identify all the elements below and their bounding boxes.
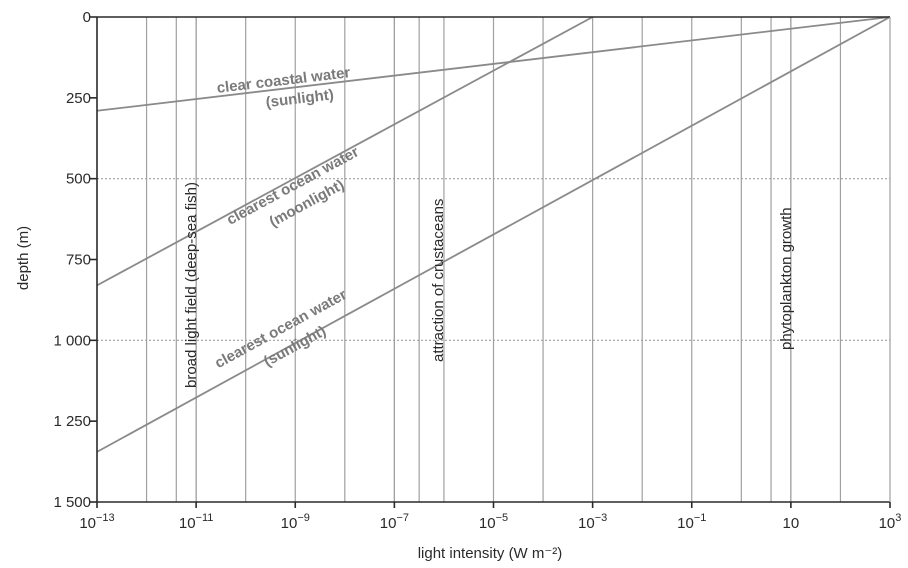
threshold-label: phytoplankton growth bbox=[778, 207, 795, 350]
x-tick-label: 10−3 bbox=[578, 512, 607, 532]
y-tick-label: 750 bbox=[66, 252, 91, 269]
y-axis-title: depth (m) bbox=[15, 226, 32, 290]
x-tick-base: 10 bbox=[677, 515, 694, 532]
x-tick-exponent: −7 bbox=[396, 512, 409, 524]
x-tick-base: 10 bbox=[578, 515, 595, 532]
series-label-group: clearest ocean water(sunlight) bbox=[212, 286, 350, 372]
x-tick-label: 10−7 bbox=[380, 512, 409, 532]
x-tick-label: 10−1 bbox=[677, 512, 706, 532]
x-tick-exponent: −1 bbox=[694, 512, 707, 524]
y-tick-label: 1 500 bbox=[53, 494, 91, 511]
x-tick-base: 10 bbox=[783, 515, 800, 532]
x-tick-exponent: 3 bbox=[895, 512, 901, 524]
x-tick-exponent: −11 bbox=[196, 512, 214, 524]
threshold-label: broad light field (deep-sea fish) bbox=[183, 182, 200, 388]
x-tick-exponent: −3 bbox=[595, 512, 608, 524]
x-tick-base: 10 bbox=[79, 515, 96, 532]
y-tick-label: 500 bbox=[66, 171, 91, 188]
x-tick-base: 10 bbox=[879, 515, 896, 532]
x-tick-base: 10 bbox=[380, 515, 397, 532]
series-line bbox=[96, 16, 891, 112]
x-axis-title: light intensity (W m⁻²) bbox=[418, 545, 563, 562]
x-tick-base: 10 bbox=[479, 515, 496, 532]
x-tick-base: 10 bbox=[281, 515, 298, 532]
threshold-layer bbox=[175, 17, 792, 502]
x-tick-label: 10−13 bbox=[79, 512, 114, 532]
threshold-label: attraction of crustaceans bbox=[430, 199, 447, 362]
y-tick-label: 1 250 bbox=[53, 413, 91, 430]
x-tick-label: 10 bbox=[783, 515, 800, 532]
y-tick-label: 0 bbox=[83, 9, 91, 26]
x-tick-label: 10−9 bbox=[281, 512, 310, 532]
x-tick-label: 10−11 bbox=[179, 512, 214, 532]
series-label-group: clear coastal water(sunlight) bbox=[216, 64, 351, 111]
x-tick-exponent: −5 bbox=[496, 512, 509, 524]
x-tick-exponent: −9 bbox=[297, 512, 310, 524]
y-tick-label: 250 bbox=[66, 90, 91, 107]
x-tick-exponent: −13 bbox=[96, 512, 115, 524]
axis-layer bbox=[90, 16, 891, 508]
series-line bbox=[96, 16, 891, 453]
series-line bbox=[96, 16, 594, 287]
series-layer bbox=[96, 16, 891, 453]
y-tick-label: 1 000 bbox=[53, 332, 91, 349]
x-tick-label: 103 bbox=[879, 512, 902, 532]
x-tick-base: 10 bbox=[179, 515, 196, 532]
x-tick-label: 10−5 bbox=[479, 512, 508, 532]
